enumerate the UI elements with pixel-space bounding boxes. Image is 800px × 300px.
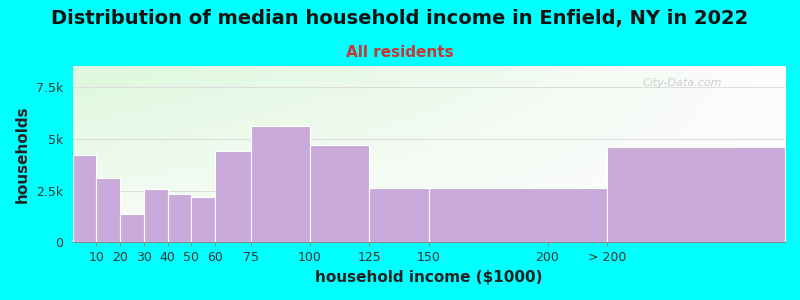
Bar	[167, 194, 191, 242]
Text: All residents: All residents	[346, 45, 454, 60]
Bar	[250, 126, 310, 242]
Bar	[120, 214, 144, 242]
Text: City-Data.com: City-Data.com	[642, 78, 722, 88]
Bar	[96, 178, 120, 242]
Text: Distribution of median household income in Enfield, NY in 2022: Distribution of median household income …	[51, 9, 749, 28]
Bar	[310, 145, 370, 242]
Y-axis label: households: households	[15, 105, 30, 203]
Bar	[191, 197, 215, 242]
Bar	[607, 147, 785, 242]
X-axis label: household income ($1000): household income ($1000)	[315, 270, 542, 285]
Bar	[144, 190, 167, 242]
Bar	[215, 151, 250, 242]
Bar	[429, 188, 607, 242]
Bar	[73, 155, 96, 242]
Bar	[370, 188, 429, 242]
